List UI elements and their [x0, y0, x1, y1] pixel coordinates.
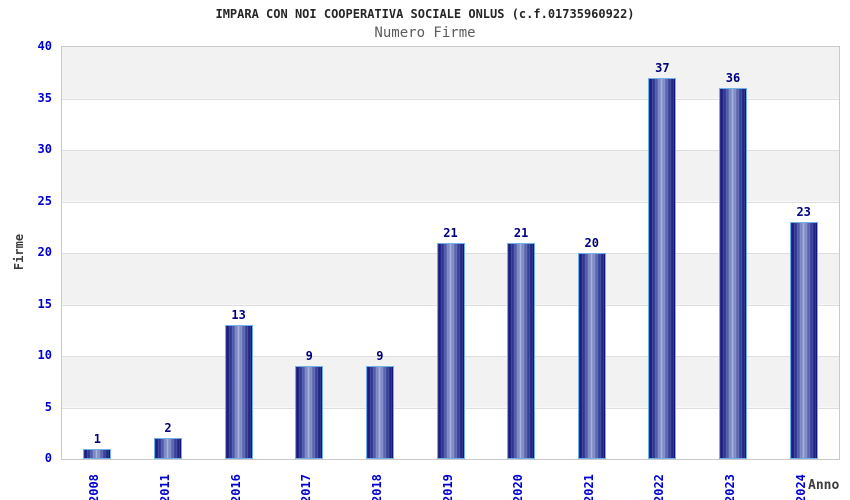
x-tick-2023: 2023 — [723, 474, 738, 500]
bar-2021 — [577, 253, 606, 459]
y-tick-5: 5 — [44, 399, 52, 414]
bar-value-2021: 20 — [584, 236, 599, 250]
x-tick-2017: 2017 — [299, 474, 314, 500]
x-tick-2016: 2016 — [228, 474, 243, 500]
y-tick-0: 0 — [44, 451, 52, 465]
bar-value-2022: 37 — [655, 61, 670, 75]
chart-subtitle: Numero Firme — [374, 25, 476, 41]
bar-value-2017: 9 — [305, 349, 313, 363]
bar-2024 — [789, 222, 818, 459]
y-tick-30: 30 — [37, 142, 52, 156]
bar-2008 — [83, 449, 112, 459]
bar-value-2024: 23 — [796, 205, 811, 219]
y-tick-20: 20 — [37, 245, 52, 259]
x-tick-2011: 2011 — [157, 474, 172, 500]
x-tick-2020: 2020 — [511, 474, 526, 500]
x-axis-title: Anno — [808, 478, 840, 493]
bar-value-2011: 2 — [164, 421, 172, 435]
bar-2023 — [719, 88, 748, 459]
x-tick-2024: 2024 — [793, 474, 808, 500]
bar-value-2018: 9 — [376, 349, 384, 363]
bar-2011 — [153, 438, 182, 459]
bar-value-2023: 36 — [725, 71, 741, 85]
x-tick-2019: 2019 — [440, 474, 455, 500]
y-tick-25: 25 — [37, 193, 52, 208]
y-tick-10: 10 — [37, 348, 52, 362]
x-tick-2022: 2022 — [652, 474, 667, 500]
bar-2020 — [507, 243, 536, 459]
bar-2022 — [648, 78, 677, 459]
y-tick-40: 40 — [37, 39, 52, 53]
y-tick-35: 35 — [37, 90, 52, 105]
bar-value-2019: 21 — [443, 226, 458, 240]
bar-2017 — [295, 366, 324, 459]
y-tick-15: 15 — [37, 296, 52, 311]
bar-value-2008: 1 — [93, 432, 101, 446]
x-tick-2008: 2008 — [87, 474, 102, 500]
bar-value-2016: 13 — [231, 308, 246, 322]
x-tick-2018: 2018 — [369, 474, 384, 500]
gridline-y25 — [62, 201, 839, 203]
bar-value-2020: 21 — [513, 226, 529, 240]
gridline-y35 — [62, 98, 839, 100]
plot-area: 1 2 13 9 9 21 21 20 37 36 23 — [61, 46, 840, 460]
chart-title: IMPARA CON NOI COOPERATIVA SOCIALE ONLUS… — [215, 7, 635, 21]
gridline-y30 — [62, 150, 839, 151]
x-tick-2021: 2021 — [581, 474, 596, 500]
bar-2018 — [365, 366, 394, 459]
bar-2016 — [224, 325, 253, 459]
bar-2019 — [436, 243, 465, 459]
